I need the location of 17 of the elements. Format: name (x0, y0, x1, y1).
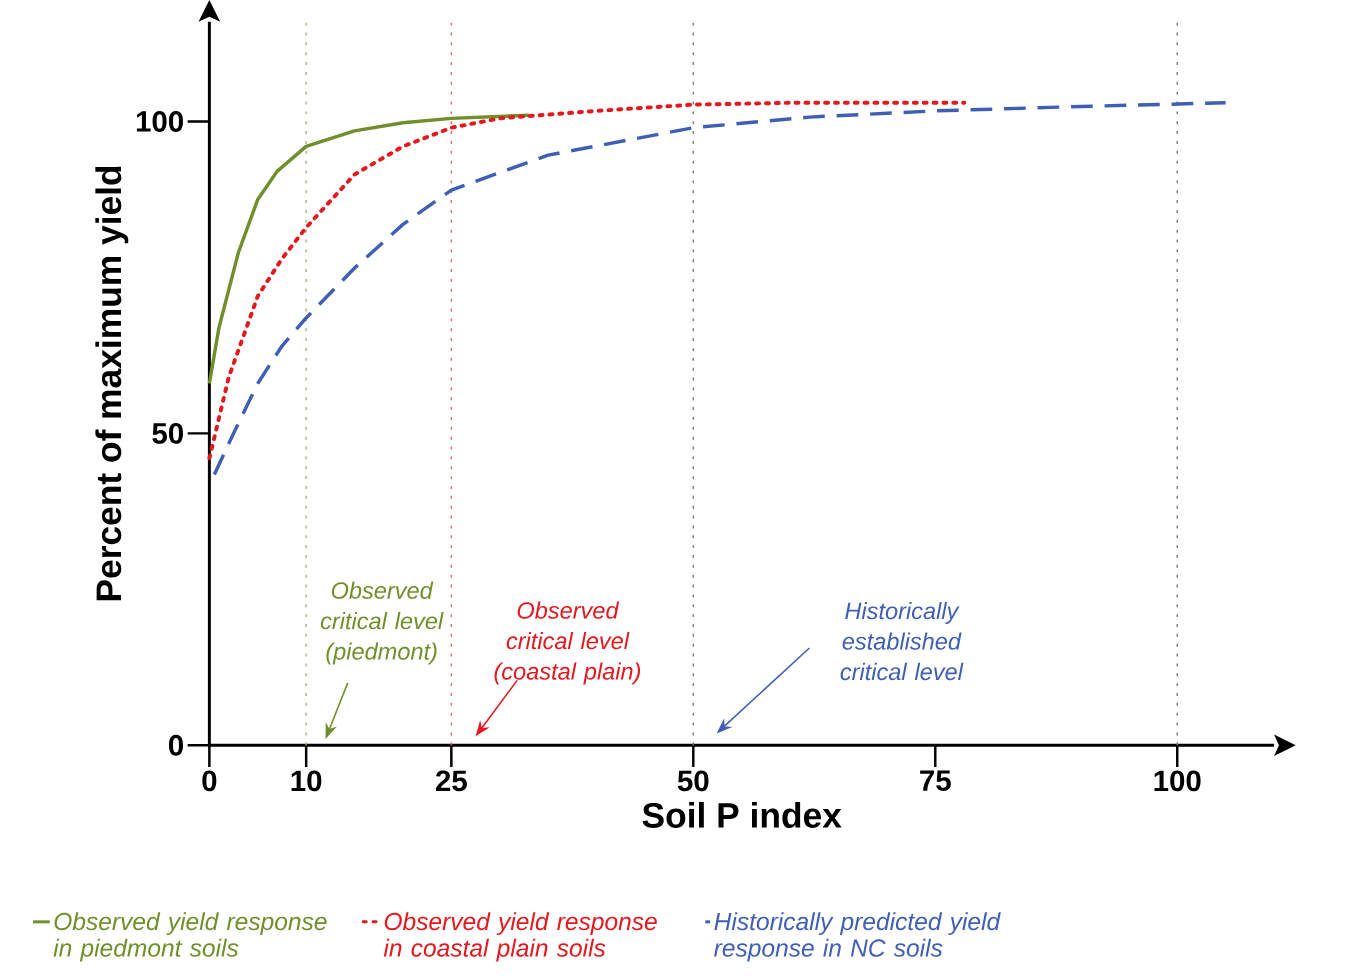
y-tick-label: 50 (152, 422, 183, 444)
x-tick-label: 75 (920, 770, 951, 792)
x-tick-label: 25 (435, 770, 467, 792)
x-tick-label: 100 (1154, 770, 1201, 792)
annotation: Historically established critical level (840, 602, 964, 681)
y-tick-label: 0 (168, 734, 183, 756)
annotation: Observed critical level (coastal plain) (494, 601, 641, 685)
x-tick-label: 0 (202, 770, 217, 792)
legend-label: Observed yield response in coastal plain soils (383, 912, 657, 962)
annotation: Observed critical level (piedmont) (320, 581, 444, 665)
x-tick-label: 10 (291, 770, 322, 792)
y-axis-title: Percent of maximum yield (95, 166, 129, 601)
y-tick-label: 100 (136, 111, 183, 132)
legend-label: Observed yield response in piedmont soils (53, 912, 327, 962)
x-tick-label: 50 (677, 770, 709, 792)
legend-label: Historically predicted yield response in NC soils (714, 912, 1001, 962)
x-axis-title: Soil P index (642, 802, 842, 828)
